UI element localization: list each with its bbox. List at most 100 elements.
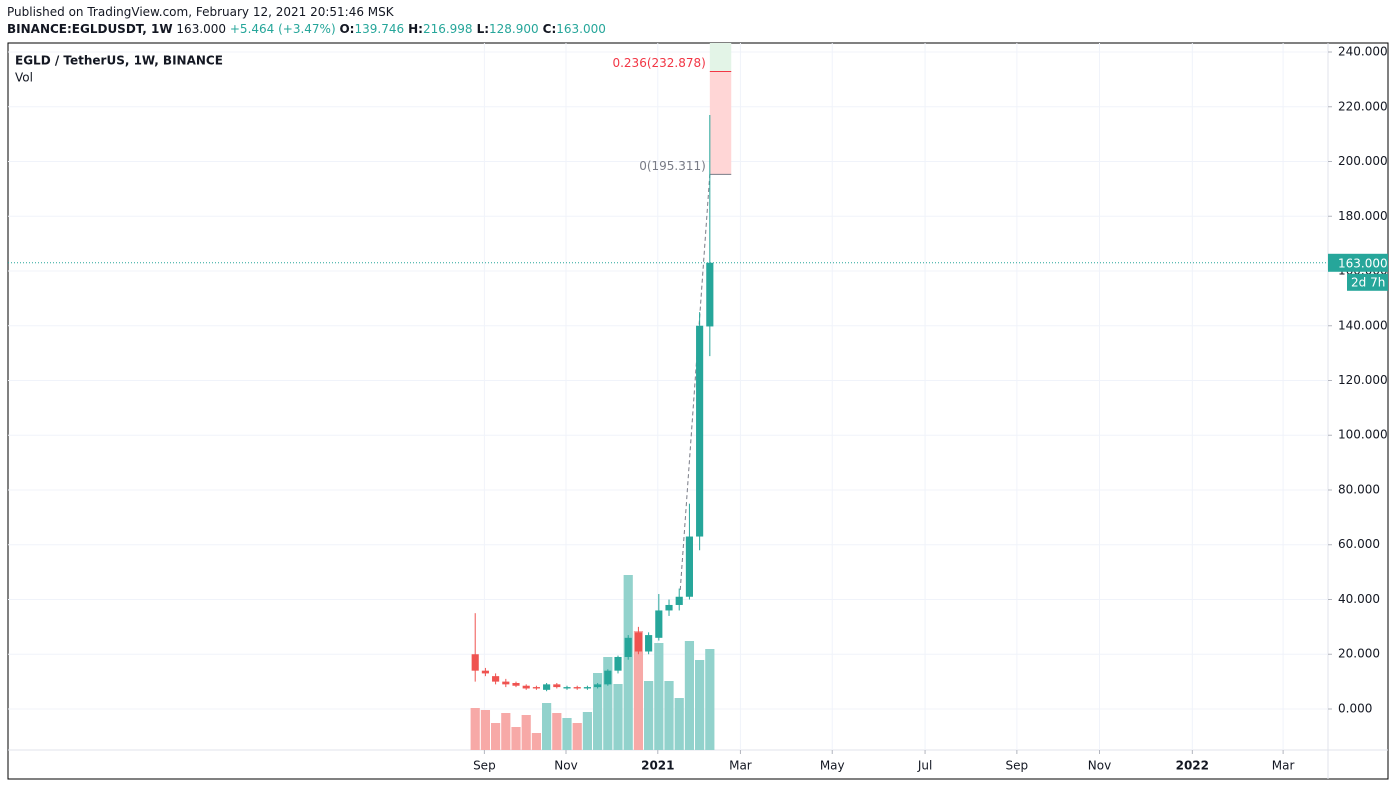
candle-body: [522, 685, 530, 689]
last: 163.000: [176, 22, 227, 36]
candle-body: [481, 670, 489, 674]
candle-body: [604, 670, 612, 685]
candle-body: [634, 632, 642, 652]
volume-bar: [593, 673, 603, 750]
candle-body: [624, 637, 632, 657]
price-label-bg: [1328, 253, 1388, 272]
candle-body: [492, 676, 500, 682]
candle-body: [563, 687, 571, 689]
x-tick-label: 2021: [641, 759, 674, 773]
y-tick-label: 220.000: [1338, 99, 1388, 113]
symbol: BINANCE:EGLDUSDT, 1W: [7, 22, 173, 36]
volume-bar: [531, 733, 542, 750]
volume-bar: [613, 684, 623, 750]
candle-body: [553, 684, 561, 688]
candle-body: [543, 684, 551, 690]
y-tick-label: 100.000: [1338, 428, 1388, 442]
candle-body: [512, 682, 520, 686]
symbol-header: BINANCE:EGLDUSDT, 1W 163.000 +5.464 (+3.…: [7, 22, 610, 36]
candle-body: [665, 604, 673, 611]
volume-title: Vol: [15, 71, 33, 85]
candle-body: [573, 687, 581, 689]
fib-zone: [709, 71, 732, 175]
countdown-bg: [1347, 273, 1388, 291]
fib-label: 0.236(232.878): [612, 56, 705, 70]
x-tick-label: 2022: [1176, 759, 1209, 773]
candle-body: [645, 635, 653, 652]
volume-bar: [654, 643, 664, 750]
volume-bar: [572, 723, 582, 750]
volume-bar: [480, 710, 491, 750]
y-tick-label: 240.000: [1338, 45, 1388, 59]
ohlc-label: L:: [476, 22, 490, 36]
candle-body: [532, 687, 540, 689]
candle-body: [706, 262, 714, 327]
volume-bar: [562, 718, 572, 750]
ohlc-label: H:: [408, 22, 423, 36]
ohlc-value: 139.746: [354, 22, 405, 36]
candle-body: [594, 684, 602, 688]
change: +5.464 (+3.47%): [229, 22, 336, 36]
x-tick-label: Nov: [554, 759, 577, 773]
volume-bar: [674, 698, 684, 750]
volume-bar: [552, 713, 562, 750]
candle-body: [655, 610, 663, 638]
countdown-label: 2d 7h: [1351, 275, 1385, 289]
y-tick-label: 200.000: [1338, 154, 1388, 168]
frame: [7, 42, 1389, 780]
y-tick-label: 0.000: [1338, 701, 1372, 715]
y-tick-label: 40.000: [1338, 592, 1380, 606]
y-tick-label: 80.000: [1338, 482, 1380, 496]
volume-bar: [705, 649, 715, 750]
ohlc-value: 216.998: [422, 22, 473, 36]
candle-body: [471, 654, 479, 671]
volume-bar: [511, 727, 521, 750]
volume-bar: [501, 713, 511, 750]
candle-body: [614, 656, 622, 671]
volume-bar: [664, 681, 674, 750]
volume-bar: [644, 681, 654, 750]
x-tick-label: Sep: [473, 759, 496, 773]
candle-body: [696, 325, 704, 537]
y-tick-label: 20.000: [1338, 647, 1380, 661]
volume-bar: [521, 715, 531, 750]
x-tick-label: Sep: [1006, 759, 1029, 773]
ohlc-value: 163.000: [556, 22, 606, 36]
volume-bar: [684, 641, 695, 750]
y-tick-label: 120.000: [1338, 373, 1388, 387]
volume-bar: [542, 703, 552, 750]
volume-bar: [491, 723, 501, 750]
fib-zone-upper: [709, 43, 732, 72]
candles-layer: [471, 114, 714, 692]
candle-body: [675, 596, 683, 605]
ohlc-label: O:: [339, 22, 355, 36]
x-tick-label: Mar: [729, 759, 752, 773]
y-tick-label: 140.000: [1338, 318, 1388, 332]
candle-body: [583, 687, 591, 689]
volume-bar: [470, 708, 480, 750]
ohlc-label: C:: [542, 22, 557, 36]
candle-body: [685, 536, 693, 597]
volume-bar: [633, 631, 644, 750]
published: Published on TradingView.com, February 1…: [7, 5, 394, 19]
fib-layer: 0(195.311) 0.236(232.878): [612, 43, 732, 590]
volume-bar: [603, 657, 613, 750]
ohlc: O:139.746 H:216.998 L:128.900 C:163.000: [339, 22, 609, 36]
labels-layer: 0.000 20.000 40.000 60.000 80.000 100.000 120.…: [473, 45, 1388, 773]
grid-layer: [8, 43, 1332, 754]
fib-label: 0(195.311): [639, 159, 706, 173]
vol-layer: [470, 575, 715, 750]
y-tick-label: 180.000: [1338, 209, 1388, 223]
candle-body: [502, 681, 510, 685]
x-tick-label: May: [820, 759, 845, 773]
legend-title: EGLD / TetherUS, 1W, BINANCE: [15, 54, 223, 68]
x-tick-label: Nov: [1088, 759, 1111, 773]
volume-bar: [623, 575, 633, 750]
volume-bar: [582, 712, 593, 750]
volume-bar: [695, 660, 705, 750]
y-tick-label: 60.000: [1338, 537, 1380, 551]
x-tick-label: Jul: [917, 759, 932, 773]
trend-line: [679, 174, 711, 590]
